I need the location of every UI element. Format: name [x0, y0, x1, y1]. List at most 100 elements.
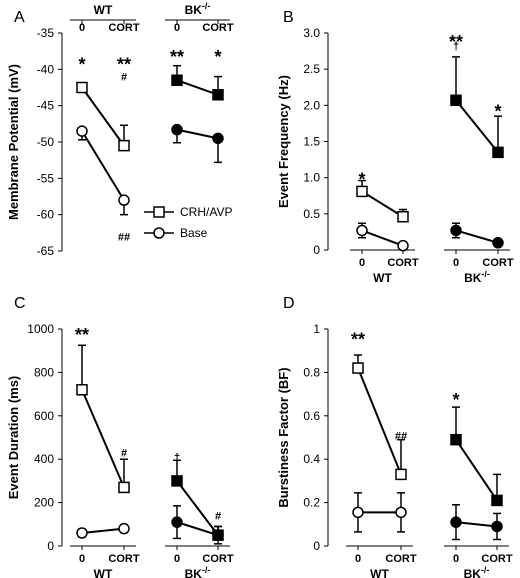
series-line-crh-avp [455, 99, 499, 153]
condition-label: CORT [202, 553, 233, 565]
y-tick-label: -35 [37, 26, 55, 40]
condition-label: CORT [482, 257, 513, 269]
significance-mark: † [453, 40, 459, 52]
group-label: BK-/- [464, 565, 490, 578]
group-label: BK-/- [464, 269, 490, 285]
panel-letter: B [283, 9, 294, 26]
series-line-base [455, 521, 498, 528]
legend-marker-crh-avp [153, 206, 165, 218]
group-label: WT [370, 567, 389, 578]
panel-letter: A [14, 9, 25, 26]
data-point-crh-avp [212, 89, 224, 101]
y-tick-label: -55 [37, 171, 55, 185]
condition-label: CORT [108, 22, 139, 34]
y-tick-label: 0.5 [303, 207, 320, 221]
significance-mark: * [358, 169, 365, 189]
series-line-base [81, 527, 125, 534]
panel-d: D 0 0.2 0.4 0.6 0.8 1 Burstiness Factor (BF) 0 CO… [276, 295, 513, 578]
y-tick-label: 0 [47, 539, 54, 553]
group-label: BK-/- [185, 565, 211, 578]
data-point-base [450, 516, 462, 528]
y-tick-label: -60 [37, 208, 55, 222]
data-point-base [491, 520, 503, 533]
condition-label: 0 [79, 553, 85, 565]
y-tick-label: 1.5 [303, 135, 320, 149]
legend-label-base: Base [180, 226, 208, 240]
panel-a: A -35 -40 -45 -50 -55 -60 -65 Membrane Potential… [6, 1, 234, 258]
condition-label: 0 [79, 22, 85, 34]
y-tick-label: 600 [34, 409, 54, 423]
data-point-crh-avp [352, 362, 364, 374]
data-point-crh-avp [118, 139, 130, 152]
series-line-base [176, 128, 219, 140]
data-point-base [397, 239, 409, 252]
panel-letter: D [283, 295, 295, 312]
significance-mark: ** [351, 329, 365, 349]
significance-mark: # [121, 448, 127, 460]
series-line-crh-avp [81, 86, 125, 147]
series-line-crh-avp [176, 79, 219, 96]
significance-mark: ** [117, 54, 131, 74]
y-axis-label: Event Frequency (Hz) [276, 75, 291, 208]
condition-label: CORT [202, 22, 233, 34]
series-line-crh-avp [357, 367, 402, 475]
y-axis-label: Event Duration (ms) [6, 376, 21, 500]
data-point-base [356, 224, 368, 237]
y-tick-label: 0.6 [303, 409, 320, 423]
series-line-base [455, 229, 499, 244]
condition-label: 0 [453, 257, 459, 269]
significance-mark: ** [170, 47, 184, 67]
condition-label: CORT [108, 553, 139, 565]
panel-c: C 0 200 400 600 800 1000 Event Duration (ms) 0 CO… [6, 295, 234, 578]
group-label: WT [94, 567, 113, 578]
y-tick-label: -50 [37, 135, 55, 149]
legend-marker-base [153, 227, 165, 239]
series-line-crh-avp [455, 439, 498, 501]
data-point-crh-avp [356, 185, 368, 198]
data-point-crh-avp [450, 433, 462, 446]
group-label: WT [94, 3, 113, 17]
y-tick-label: 200 [34, 496, 54, 510]
significance-mark: ** [449, 32, 463, 52]
group-label: WT [373, 271, 392, 285]
series-line-crh-avp [361, 190, 404, 218]
y-tick-label: -45 [37, 99, 55, 113]
y-tick-label: 1.0 [303, 171, 320, 185]
condition-label: CORT [481, 553, 512, 565]
data-point-crh-avp [171, 475, 183, 487]
y-axis-label: Burstiness Factor (BF) [276, 367, 291, 507]
group-label: BK-/- [185, 1, 211, 17]
data-point-base [212, 132, 224, 145]
data-point-base [492, 237, 504, 249]
data-point-base [118, 194, 130, 206]
legend: CRH/AVP Base [144, 205, 232, 240]
series-line-base [81, 130, 125, 201]
panel-letter: C [14, 295, 26, 312]
y-tick-label: 0 [313, 243, 320, 257]
data-point-crh-avp [76, 81, 88, 94]
y-tick-label: -40 [37, 62, 55, 76]
y-tick-label: 0.4 [303, 452, 320, 466]
significance-mark: * [494, 101, 501, 121]
y-tick-label: -65 [37, 244, 55, 258]
data-point-base [171, 516, 183, 528]
y-tick-label: 800 [34, 365, 54, 379]
y-tick-label: 400 [34, 452, 54, 466]
significance-mark: # [121, 72, 127, 84]
data-point-crh-avp [395, 468, 407, 481]
y-tick-label: 1000 [27, 322, 54, 336]
significance-mark: ** [75, 325, 89, 345]
y-axis-label: Membrane Potential (mV) [6, 64, 21, 220]
data-point-base [352, 506, 364, 519]
data-point-crh-avp [76, 384, 88, 396]
condition-label: CORT [385, 553, 416, 565]
y-tick-label: 2.0 [303, 98, 320, 112]
significance-mark: * [214, 47, 221, 67]
significance-mark: ## [395, 430, 407, 442]
data-point-base [76, 125, 88, 137]
panel-b: B 0 0.5 1.0 1.5 2.0 2.5 3.0 Event Frequency (Hz)… [276, 9, 514, 285]
condition-label: 0 [174, 553, 180, 565]
condition-label: 0 [453, 553, 459, 565]
condition-label: CORT [387, 257, 418, 269]
